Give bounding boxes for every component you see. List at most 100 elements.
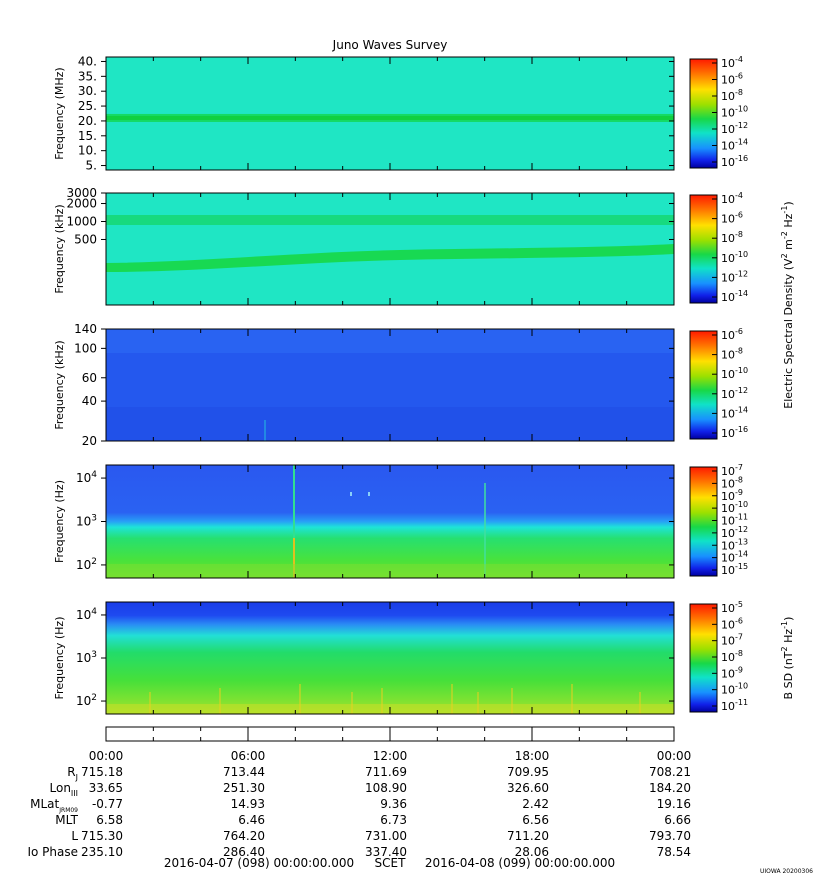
ephemeris-value: 6.46 <box>238 813 265 827</box>
ephemeris-value: -0.77 <box>92 797 123 811</box>
electric-colorbar-label: Electric Spectral Density (V2 m-2 Hz-1) <box>780 201 795 408</box>
y-tick-label: 1000 <box>66 214 97 228</box>
y-tick-label: 104 <box>76 607 97 622</box>
panel-axes-3: 20 40 60 100 140 Frequency (kHz) <box>53 322 675 448</box>
ephemeris-value: 235.10 <box>81 845 123 859</box>
ephemeris-value: 764.20 <box>223 829 265 843</box>
y-tick-label: 3000 <box>66 186 97 200</box>
colorbar-tick-label: 10-12 <box>721 269 748 284</box>
build-stamp: UIOWA 20200306 <box>760 868 813 875</box>
ephemeris-label: L <box>71 829 78 843</box>
ephemeris-value: 326.60 <box>507 781 549 795</box>
ephemeris-value: 14.93 <box>231 797 265 811</box>
footer-start-time: 2016-04-07 (098) 00:00:00.000 <box>164 856 354 870</box>
y-tick-label: 140 <box>74 322 97 336</box>
ephemeris-value: 793.70 <box>649 829 691 843</box>
spectrogram-background <box>106 57 674 170</box>
y-tick-label: 20. <box>78 114 97 128</box>
ephemeris-value: 337.40 <box>365 845 407 859</box>
ephemeris-label: MLT <box>55 813 78 827</box>
ephemeris-value: 33.65 <box>89 781 123 795</box>
ephemeris-value: 184.20 <box>649 781 691 795</box>
ephemeris-value: 9.36 <box>380 797 407 811</box>
time-tick-label: 00:00 <box>89 749 124 763</box>
ephemeris-value: 2.42 <box>522 797 549 811</box>
dot-a <box>350 492 352 496</box>
colorbar-gradient <box>689 330 718 440</box>
ephemeris-label: LonIII <box>50 781 79 798</box>
colorbar-tick-label: 10-6 <box>721 327 743 342</box>
radio-band-core <box>106 115 674 120</box>
colorbar-gradient <box>689 603 718 713</box>
y-tick-label: 60 <box>82 371 97 385</box>
time-tick-label: 06:00 <box>231 749 266 763</box>
ephemeris-value: 711.69 <box>365 765 407 779</box>
ephemeris-value: 251.30 <box>223 781 265 795</box>
spectrogram-background <box>106 602 674 714</box>
ephemeris-value: 6.73 <box>380 813 407 827</box>
colorbar-gradient <box>689 194 718 304</box>
y-tick-label: 15. <box>78 129 97 143</box>
y-tick-label: 40 <box>82 394 97 408</box>
spectrogram-1 <box>105 56 675 171</box>
y-tick-label: 40. <box>78 54 97 68</box>
colorbar-2: 10-4 10-6 10-8 10-10 10-12 10-14 <box>689 191 748 304</box>
ephemeris-value: 715.18 <box>81 765 123 779</box>
y-tick-label: 102 <box>76 557 97 572</box>
colorbar-tick-label: 10-10 <box>721 366 748 381</box>
time-tick-label: 12:00 <box>373 749 408 763</box>
y-tick-label: 103 <box>76 650 97 665</box>
spectrogram-background <box>106 465 674 578</box>
colorbar-3: 10-6 10-8 10-10 10-12 10-14 10-16 <box>689 327 748 440</box>
y-tick-label: 104 <box>76 470 97 485</box>
y-tick-label: 2000 <box>66 197 97 211</box>
colorbar-tick-label: 10-16 <box>721 425 748 440</box>
ephemeris-value: 28.06 <box>515 845 549 859</box>
y-tick-label: 20 <box>82 434 97 448</box>
colorbar-tick-label: 10-14 <box>721 550 748 565</box>
colorbar-tick-label: 10-12 <box>721 121 748 136</box>
ephemeris-value: 6.56 <box>522 813 549 827</box>
spectrogram-5 <box>105 601 675 715</box>
time-tick-label: 18:00 <box>515 749 550 763</box>
ephemeris-value: 6.66 <box>664 813 691 827</box>
colorbar-tick-label: 10-8 <box>721 347 743 362</box>
y-tick-label: 103 <box>76 514 97 529</box>
ephemeris-label: RJ <box>67 765 78 782</box>
colorbar-tick-label: 10-4 <box>721 55 743 70</box>
colorbar-tick-label: 10-6 <box>721 72 743 87</box>
time-tick-label: 00:00 <box>657 749 692 763</box>
chart-title: Juno Waves Survey <box>332 38 448 52</box>
ephemeris-value: 711.20 <box>507 829 549 843</box>
ephemeris-value: 108.90 <box>365 781 407 795</box>
ephemeris-value: 731.00 <box>365 829 407 843</box>
panel-axes-1: 5.10.15.20.25.30.35.40. Frequency (MHz) <box>53 54 675 173</box>
ephemeris-value: 6.58 <box>96 813 123 827</box>
panel-axes-5: 102 103 104 Frequency (Hz) <box>53 602 675 714</box>
footer: 2016-04-07 (098) 00:00:00.000 SCET 2016-04… <box>164 856 813 875</box>
y-tick-label: 500 <box>74 232 97 246</box>
ephemeris-value: 708.21 <box>649 765 691 779</box>
spectrogram-4 <box>105 464 675 579</box>
colorbar-tick-label: 10-6 <box>721 616 743 631</box>
panel-axes-4: 102 103 104 Frequency (Hz) <box>53 465 675 578</box>
colorbar-tick-label: 10-10 <box>721 250 748 265</box>
colorbar-tick-label: 10-11 <box>721 513 748 528</box>
colorbar-tick-label: 10-10 <box>721 500 748 515</box>
colorbar-tick-label: 10-13 <box>721 537 748 552</box>
colorbar-tick-label: 10-14 <box>721 405 748 420</box>
colorbar-gradient <box>689 58 718 169</box>
y-tick-label: 102 <box>76 693 97 708</box>
colorbar-tick-label: 10-10 <box>721 105 748 120</box>
lower-emission-band <box>106 244 674 272</box>
colorbar-tick-label: 10-14 <box>721 289 748 304</box>
y-tick-label: 35. <box>78 69 97 83</box>
ephemeris-value: 19.16 <box>657 797 691 811</box>
y-tick-label: 5. <box>86 159 97 173</box>
time-axis: 00:00 06:00 12:00 18:00 00:00 <box>89 726 692 763</box>
colorbar-4: 10-710-810-910-1010-1110-1210-1310-1410-… <box>689 463 748 577</box>
colorbar-tick-label: 10-9 <box>721 488 743 503</box>
y-tick-label: 30. <box>78 84 97 98</box>
